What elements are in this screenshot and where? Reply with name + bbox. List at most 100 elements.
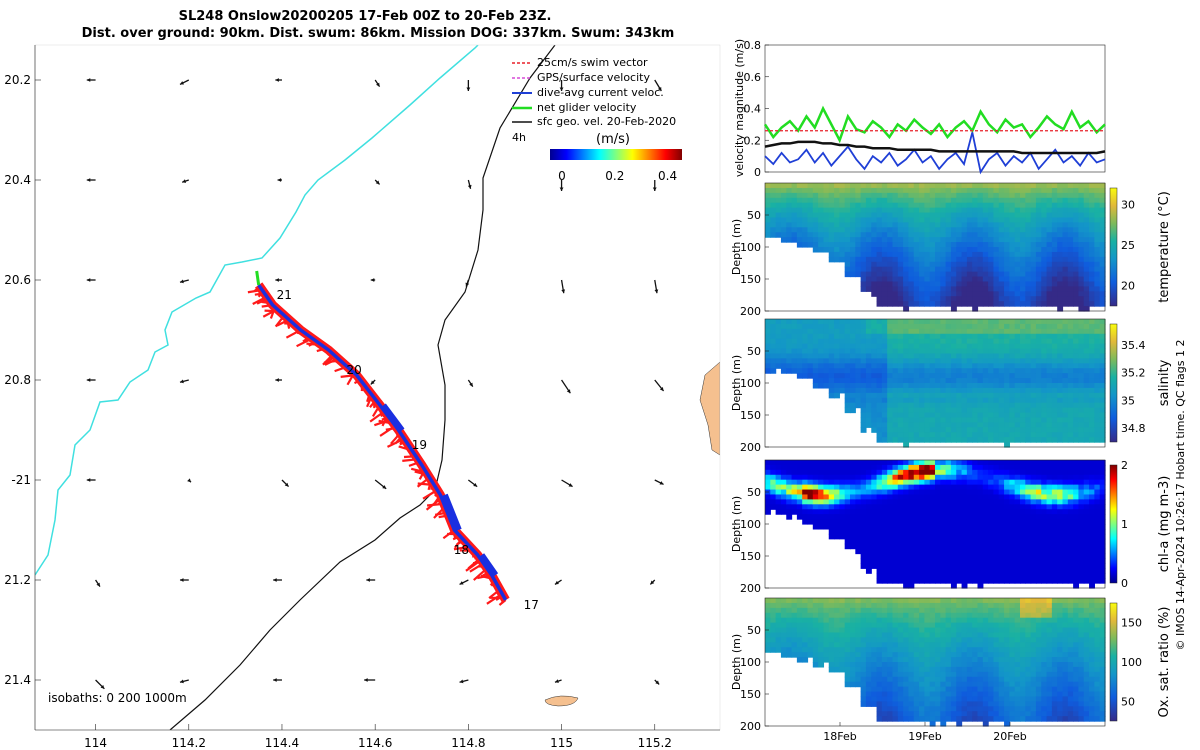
section-cell (780, 237, 787, 243)
section-cell (998, 538, 1005, 545)
section-cell (791, 192, 798, 199)
section-cell (839, 499, 846, 505)
section-cell (924, 538, 931, 545)
section-cell (850, 237, 856, 243)
section-cell (897, 222, 904, 228)
section-cell (1062, 217, 1069, 223)
section-cell (1099, 469, 1106, 476)
section-cell (998, 407, 1005, 414)
section-cell (887, 602, 894, 609)
section-cell (908, 494, 915, 500)
section-cell (1089, 432, 1095, 438)
section-cell (892, 464, 899, 471)
section-cell (828, 479, 835, 486)
section-cell (982, 524, 989, 530)
section-cell (945, 251, 952, 258)
section-cell (1094, 348, 1101, 355)
section-cell (913, 256, 920, 263)
section-cell (796, 358, 803, 364)
section-cell (1083, 417, 1090, 423)
section-cell (876, 637, 883, 643)
section-cell (940, 212, 947, 219)
section-cell (1020, 261, 1026, 268)
section-cell (977, 242, 984, 248)
section-cell (998, 301, 1005, 307)
section-cell (945, 543, 952, 550)
section-cell (1062, 276, 1069, 283)
section-cell (961, 212, 968, 219)
section-cell (807, 212, 814, 219)
section-cell (881, 202, 888, 209)
section-cell (1089, 368, 1095, 374)
section-cell (998, 232, 1005, 238)
section-cell (993, 417, 1000, 423)
section-cell (961, 319, 968, 325)
section-cell (1014, 573, 1021, 579)
section-cell (945, 514, 952, 520)
section-cell (791, 469, 798, 476)
section-cell (1025, 261, 1032, 268)
section-cell (919, 237, 925, 243)
section-cell (1099, 373, 1106, 379)
section-cell (935, 563, 941, 569)
section-cell (913, 242, 920, 248)
section-cell (881, 464, 888, 471)
section-cell (1099, 432, 1106, 438)
section-cell (786, 464, 793, 471)
section-cell (982, 338, 989, 345)
section-y-tick-label: 50 (747, 209, 761, 222)
section-cell (791, 622, 798, 629)
section-cell (988, 387, 995, 394)
section-cell (839, 343, 846, 350)
section-cell (1051, 558, 1058, 564)
section-cell (956, 286, 963, 292)
section-cell (903, 222, 910, 228)
section-cell (972, 528, 979, 535)
section-cell (1035, 368, 1042, 374)
section-cell (796, 652, 803, 658)
section-cell (892, 338, 899, 345)
section-cell (1004, 519, 1010, 525)
section-cell (929, 286, 936, 292)
section-cell (945, 348, 952, 355)
section-cell (929, 558, 936, 564)
section-cell (1051, 568, 1058, 574)
section-cell (1067, 427, 1074, 433)
section-cell (977, 543, 984, 550)
section-cell (1078, 460, 1085, 466)
section-cell (1025, 484, 1032, 491)
section-cell (1073, 237, 1080, 243)
section-cell (839, 494, 846, 500)
section-cell (1020, 383, 1026, 389)
section-cell (1020, 514, 1026, 520)
geo-velocity-arrowhead (466, 87, 471, 91)
section-cell (908, 281, 915, 287)
section-cell (839, 251, 846, 258)
section-cell (876, 323, 883, 330)
section-cell (1041, 578, 1048, 584)
section-cell (834, 192, 840, 199)
section-cell (1078, 261, 1085, 268)
section-cell (850, 652, 856, 658)
section-cell (1025, 227, 1032, 233)
section-cell (897, 348, 904, 355)
section-cell (887, 412, 894, 419)
section-cell (881, 666, 888, 673)
section-cell (903, 437, 910, 443)
section-cell (950, 427, 957, 433)
section-cell (1051, 301, 1058, 307)
section-cell (1004, 553, 1010, 560)
section-cell (1094, 237, 1101, 243)
section-cell (892, 417, 899, 423)
section-cell (993, 558, 1000, 564)
section-cell (812, 519, 819, 525)
section-cell (855, 217, 862, 223)
section-cell (887, 392, 894, 399)
section-cell (887, 479, 894, 486)
section-cell (929, 514, 936, 520)
section-cell (1046, 333, 1053, 340)
section-cell (881, 378, 888, 384)
speed-colorbar-tick: 0.2 (605, 169, 624, 183)
section-y-tick-label: 200 (740, 441, 761, 454)
section-cell (972, 266, 979, 273)
